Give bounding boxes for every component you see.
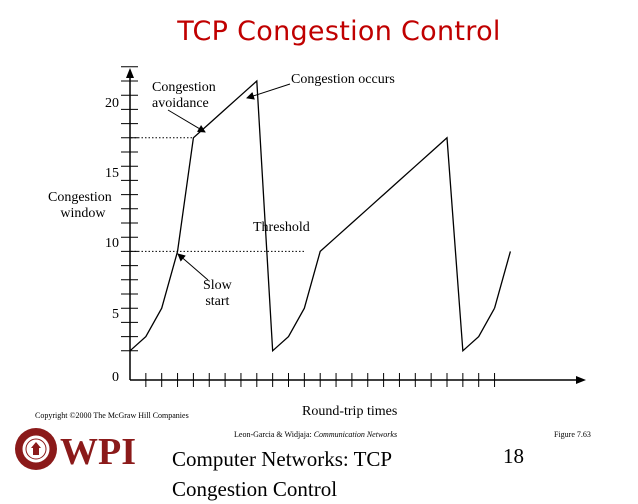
y-axis-arrowhead: [126, 68, 134, 78]
book-credit: Leon-Garcia & Widjaja: Communication Net…: [234, 430, 397, 439]
copyright-text: Copyright ©2000 The McGraw Hill Companie…: [35, 411, 189, 420]
avoidance-arrow: [167, 109, 206, 133]
wpi-logo: WPI: [15, 428, 136, 472]
ylabel-line2: window: [60, 206, 106, 221]
x-axis-arrowhead: [576, 376, 586, 384]
ytick-label-10: 10: [105, 236, 119, 251]
slow-start-label: Slow start: [203, 278, 232, 310]
threshold-label: Threshold: [253, 220, 310, 235]
window-series-line-1: [129, 79, 496, 353]
congestion-avoidance-line2: avoidance: [152, 96, 209, 111]
ytick-label-5: 5: [112, 307, 119, 322]
ylabel: Congestion window: [48, 190, 112, 222]
slide-footer-title: Computer Networks: TCP Congestion Contro…: [172, 444, 392, 504]
ytick-label-20: 20: [105, 96, 119, 111]
wpi-wordmark: WPI: [60, 431, 136, 472]
credit-authors: Leon-Garcia & Widjaja:: [234, 430, 312, 439]
slow-start-arrow: [177, 253, 209, 281]
window-series-line-2: [493, 251, 512, 309]
ytick-label-15: 15: [105, 166, 119, 181]
annotation-arrows: [167, 83, 291, 281]
series-lines: [129, 79, 512, 353]
xlabel: Round-trip times: [302, 404, 398, 419]
credit-book: Communication Networks: [313, 430, 398, 439]
ytick-label-0: 0: [112, 370, 119, 385]
slide-footer-title-line1: Computer Networks: TCP: [172, 447, 393, 471]
congestion-avoidance-label: Congestion avoidance: [152, 80, 216, 112]
slow-start-line1: Slow: [203, 278, 232, 293]
threshold-lines: [131, 137, 305, 252]
axes: [126, 68, 586, 384]
slow-start-line2: start: [205, 294, 230, 309]
ylabel-line1: Congestion: [48, 190, 112, 205]
page-number: 18: [503, 444, 524, 468]
congestion-avoidance-line1: Congestion: [152, 80, 216, 95]
congestion-window-chart: [121, 66, 586, 387]
figure-number: Figure 7.63: [554, 430, 591, 439]
congestion-occurs-arrow: [246, 83, 291, 100]
congestion-occurs-label: Congestion occurs: [291, 72, 395, 87]
page-title: TCP Congestion Control: [177, 16, 501, 47]
